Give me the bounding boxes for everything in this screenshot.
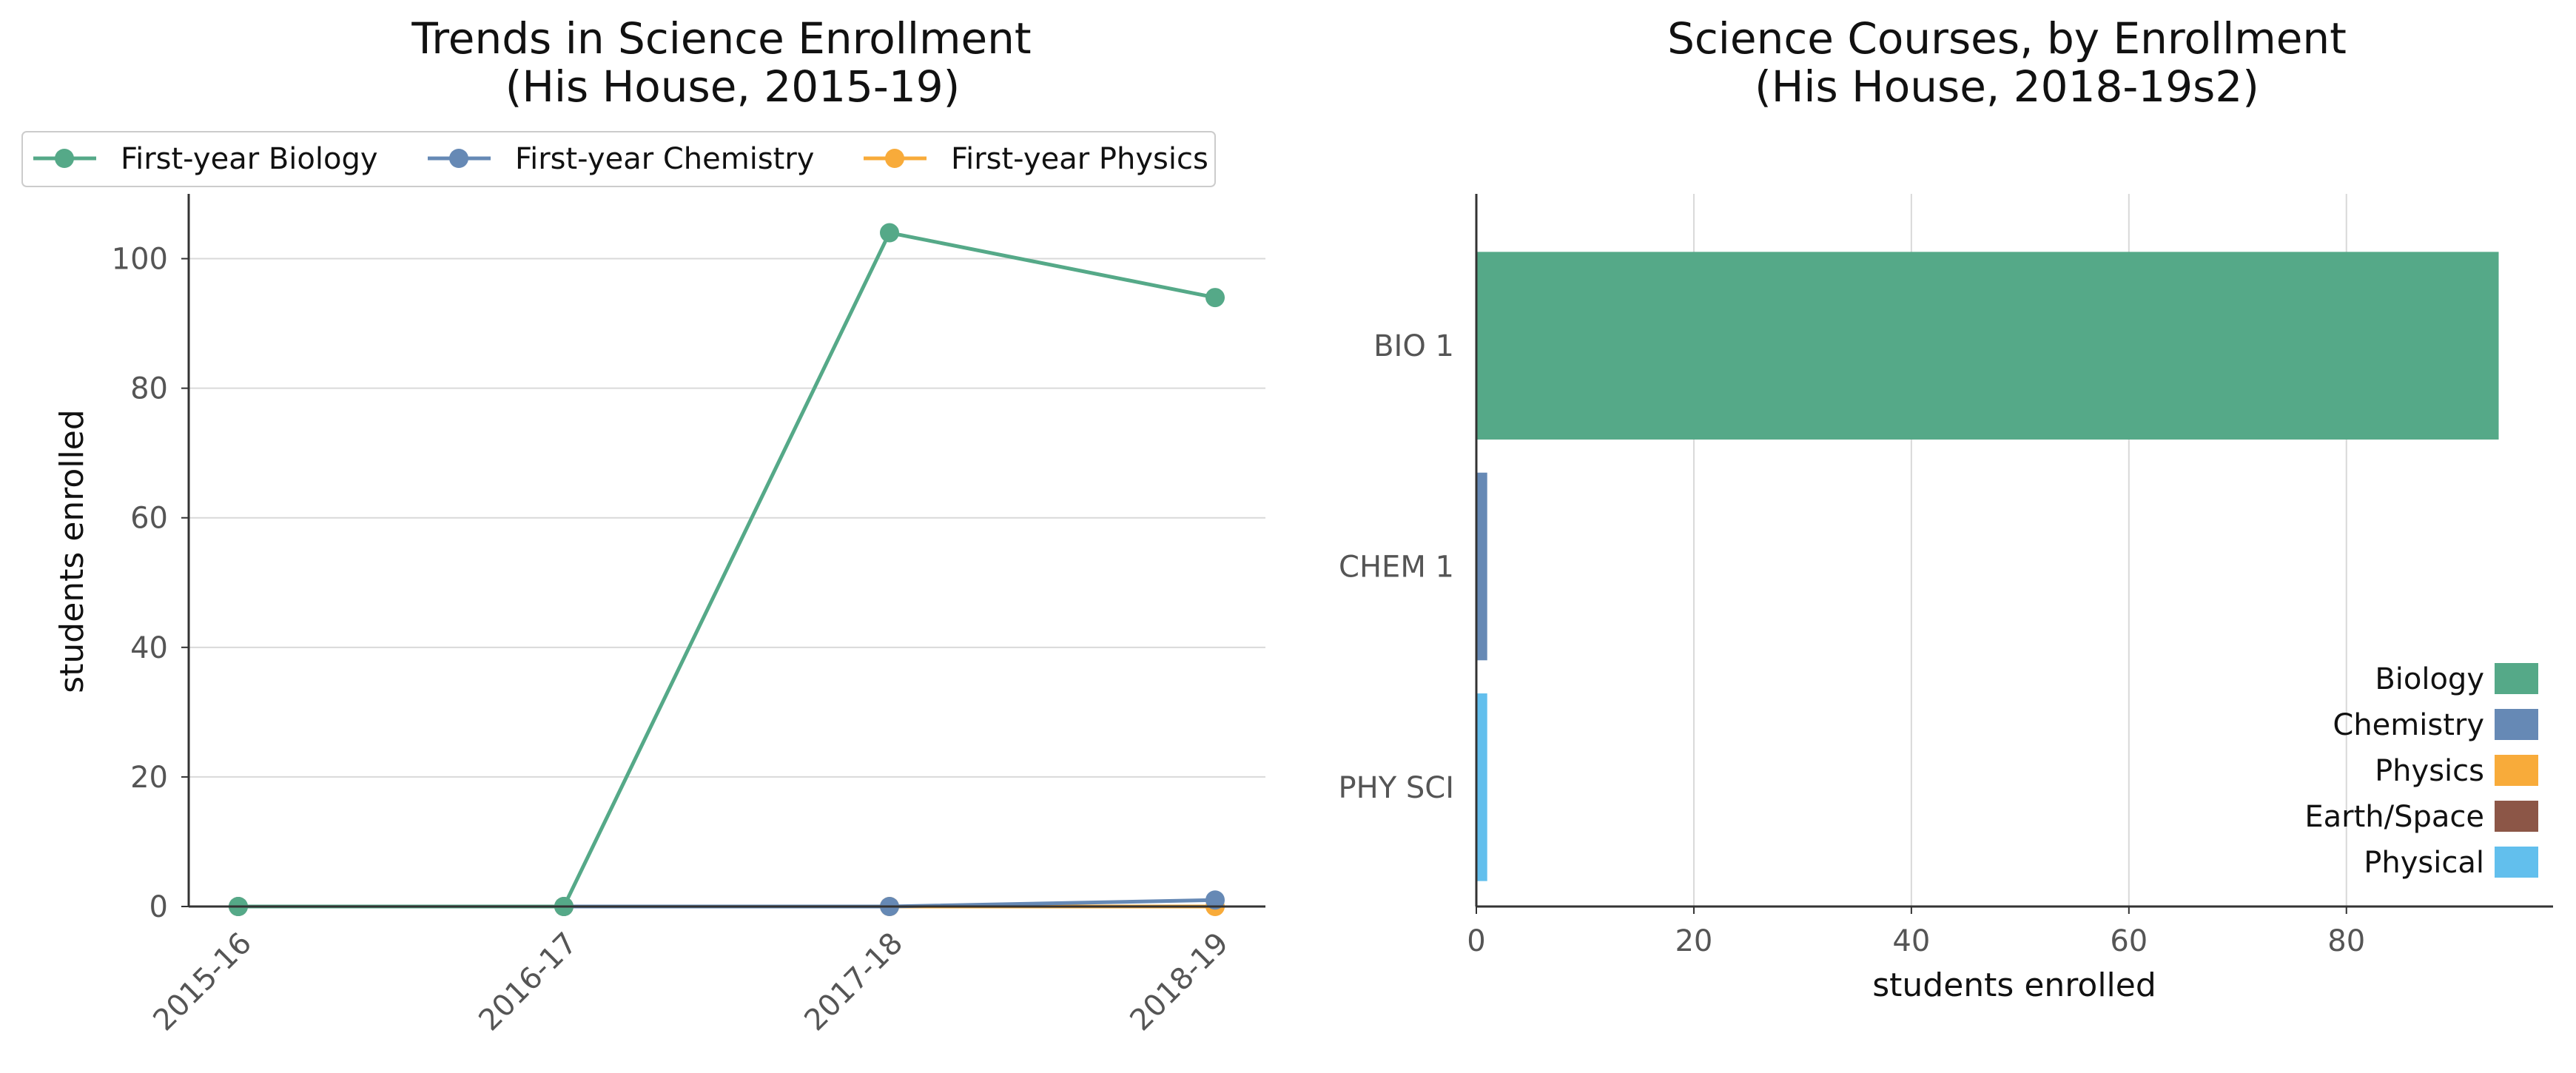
- line-chart-y-tick-label: 20: [130, 761, 168, 795]
- bar-legend-swatch: [2495, 801, 2538, 832]
- bar-legend-swatch: [2495, 663, 2538, 694]
- line-chart-y-ticks: 0 20 40 60 80 100: [112, 243, 189, 924]
- line-chart-y-tick-label: 40: [130, 631, 168, 665]
- bar-legend-label: Physics: [2375, 754, 2484, 788]
- bar-legend-label: Biology: [2375, 662, 2484, 696]
- line-chart-legend: First-year Biology First-year Chemistry Fi…: [21, 131, 1216, 187]
- line-chart-x-tick-label: 2017-18: [798, 926, 909, 1038]
- legend-label: First-year Chemistry: [515, 142, 814, 176]
- bar-chem-1: [1476, 472, 1487, 661]
- line-chart-y-label: students enrolled: [53, 409, 91, 693]
- bar-chart-category-label: BIO 1: [1373, 329, 1454, 363]
- bar-chart-x-tick-label: 20: [1675, 924, 1712, 958]
- legend-marker: [449, 149, 468, 168]
- line-chart-y-tick-label: 0: [149, 890, 168, 924]
- line-chart-x-tick-label: 2018-19: [1123, 926, 1235, 1038]
- line-chart-legend-entries: First-year Biology First-year Chemistry Fi…: [33, 142, 1208, 176]
- legend-label: First-year Biology: [121, 142, 378, 176]
- bar-chart-x-label: students enrolled: [1872, 966, 2156, 1004]
- bar-legend-label: Earth/Space: [2304, 800, 2484, 834]
- line-point: [1205, 890, 1225, 910]
- bar-bio-1: [1476, 252, 2499, 440]
- line-chart-subtitle: (His House, 2015-19): [505, 61, 961, 112]
- line-chart-series: [229, 223, 1225, 916]
- legend-label: First-year Physics: [951, 142, 1208, 176]
- bar-phy-sci: [1476, 693, 1487, 881]
- bar-chart-x-tick-label: 60: [2110, 924, 2148, 958]
- line-chart-y-tick-label: 80: [130, 372, 168, 406]
- bar-chart-bars: [1476, 252, 2499, 881]
- bar-chart-x-tick-label: 40: [1892, 924, 1930, 958]
- line-chart-x-tick-label: 2016-17: [472, 926, 584, 1038]
- line-series-0: [238, 231, 1216, 909]
- bar-legend-label: Chemistry: [2333, 708, 2484, 742]
- bar-legend-swatch: [2495, 709, 2538, 740]
- line-chart-x-ticks: 2015-16 2016-17 2017-18 2018-19: [147, 906, 1235, 1037]
- legend-marker: [55, 149, 74, 168]
- bar-chart-category-labels: BIO 1 CHEM 1 PHY SCI: [1339, 329, 1454, 805]
- line-chart-legend-frame: [21, 131, 1216, 187]
- bar-chart-x-tick-label: 0: [1467, 924, 1485, 958]
- line-chart-panel: Trends in Science Enrollment (His House,…: [21, 13, 1265, 1037]
- bar-chart-x-ticks: 0 20 40 60 80: [1467, 906, 2365, 958]
- bar-legend-swatch: [2495, 755, 2538, 786]
- bar-chart-legend: Biology Chemistry Physics Earth/Space Physic…: [2304, 662, 2538, 880]
- bar-legend-swatch: [2495, 847, 2538, 878]
- line-point: [1205, 288, 1225, 308]
- bar-chart-category-label: CHEM 1: [1339, 551, 1454, 585]
- line-chart-y-tick-label: 100: [112, 243, 168, 277]
- bar-chart-panel: Science Courses, by Enrollment (His Hous…: [1339, 13, 2553, 1004]
- line-chart-y-tick-label: 60: [130, 502, 168, 536]
- bar-chart-title: Science Courses, by Enrollment: [1667, 13, 2347, 64]
- bar-chart-subtitle: (His House, 2018-19s2): [1755, 61, 2259, 112]
- bar-legend-label: Physical: [2364, 846, 2484, 880]
- line-point: [880, 223, 899, 243]
- legend-marker: [885, 149, 904, 168]
- bar-chart-x-tick-label: 80: [2327, 924, 2365, 958]
- bar-chart-category-label: PHY SCI: [1339, 771, 1454, 805]
- line-chart-title: Trends in Science Enrollment: [411, 13, 1031, 64]
- line-chart-x-tick-label: 2015-16: [147, 926, 258, 1038]
- line-chart-gridlines: [189, 258, 1265, 778]
